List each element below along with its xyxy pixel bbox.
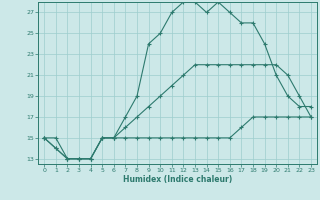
X-axis label: Humidex (Indice chaleur): Humidex (Indice chaleur) bbox=[123, 175, 232, 184]
